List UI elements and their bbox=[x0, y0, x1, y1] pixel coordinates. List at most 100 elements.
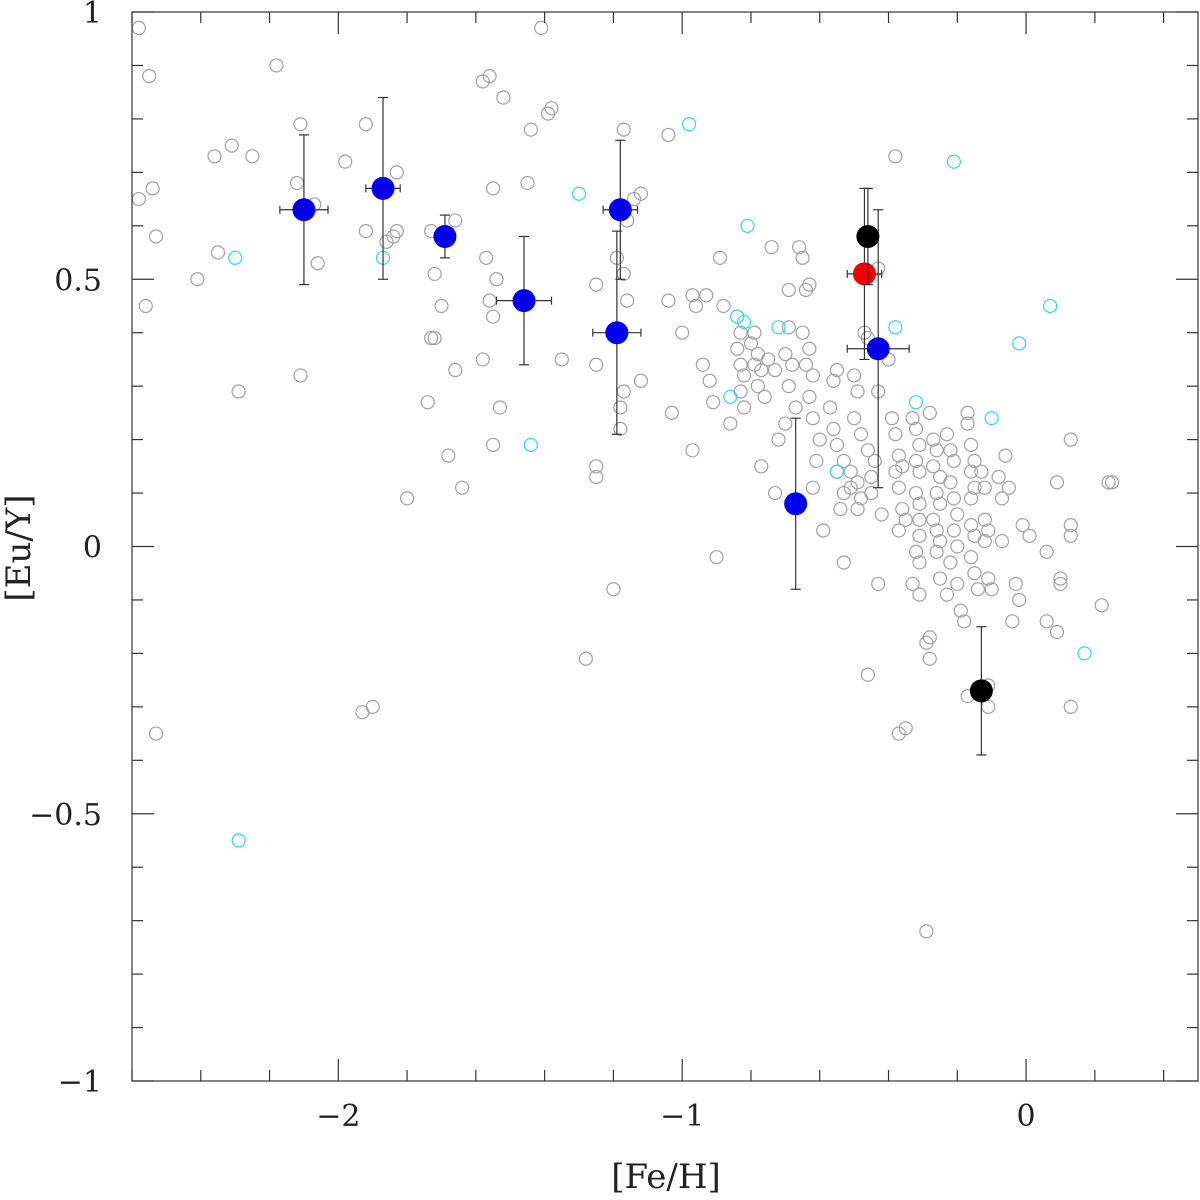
field-star-point bbox=[482, 69, 497, 84]
field-star-point bbox=[957, 614, 972, 629]
field-star-point bbox=[850, 384, 865, 399]
field-star-point bbox=[908, 544, 924, 559]
field-star-point bbox=[963, 464, 979, 479]
y-tick-label: −0.5 bbox=[29, 798, 102, 833]
field-star-point bbox=[960, 416, 975, 431]
field-star-point bbox=[228, 250, 243, 265]
field-star-point bbox=[523, 437, 538, 453]
field-star-point bbox=[496, 90, 511, 105]
field-star-point bbox=[589, 459, 604, 474]
field-star-point bbox=[613, 400, 628, 415]
field-star-point bbox=[932, 469, 948, 485]
field-star-point bbox=[891, 448, 906, 463]
field-star-point bbox=[750, 379, 765, 394]
field-star-point bbox=[836, 453, 851, 469]
field-star-point bbox=[589, 357, 604, 372]
field-star-point bbox=[912, 496, 927, 511]
field-star-point bbox=[847, 368, 862, 383]
field-star-point bbox=[888, 149, 903, 164]
field-star-point bbox=[788, 400, 803, 415]
field-star-point bbox=[358, 117, 373, 132]
field-star-point bbox=[950, 507, 965, 522]
field-star-point bbox=[455, 480, 470, 495]
field-star-point bbox=[781, 320, 796, 335]
field-star-point bbox=[723, 389, 738, 404]
field-star-point bbox=[905, 576, 920, 592]
field-star-point bbox=[1012, 592, 1027, 608]
field-star-point bbox=[874, 507, 889, 522]
highlight-star-point bbox=[856, 224, 880, 248]
field-star-point bbox=[950, 539, 965, 554]
field-star-point bbox=[685, 443, 700, 458]
field-star-point bbox=[946, 491, 961, 506]
field-star-point bbox=[571, 186, 587, 201]
field-star-point bbox=[833, 501, 848, 517]
highlight-star-point bbox=[852, 262, 876, 286]
y-tick-label: 1 bbox=[83, 0, 102, 31]
field-star-point bbox=[589, 277, 604, 292]
field-star-point bbox=[977, 512, 992, 527]
field-star-point bbox=[138, 298, 153, 314]
x-tick-label: 0 bbox=[1017, 1099, 1036, 1134]
field-star-point bbox=[399, 491, 415, 506]
field-star-point bbox=[1063, 528, 1078, 543]
field-star-point bbox=[554, 352, 569, 367]
field-star-point bbox=[781, 282, 796, 298]
field-star-point bbox=[939, 587, 955, 602]
field-star-point bbox=[891, 480, 906, 495]
field-star-point bbox=[829, 464, 845, 479]
field-star-point bbox=[620, 293, 635, 308]
field-star-point bbox=[723, 416, 738, 431]
field-star-point bbox=[867, 453, 882, 469]
field-star-point bbox=[485, 437, 501, 453]
field-star-point bbox=[802, 341, 817, 356]
field-star-point bbox=[633, 186, 649, 201]
highlight-star-point bbox=[433, 224, 457, 248]
field-star-point bbox=[771, 320, 786, 335]
field-star-point bbox=[1049, 624, 1065, 640]
field-star-point bbox=[891, 523, 906, 538]
field-star-point bbox=[912, 437, 927, 453]
highlight-star-point bbox=[969, 679, 993, 703]
field-star-point bbox=[386, 229, 401, 244]
field-star-point bbox=[224, 138, 239, 153]
field-star-point bbox=[1043, 298, 1058, 314]
field-star-point bbox=[427, 330, 442, 346]
field-star-point bbox=[884, 411, 900, 426]
field-star-point bbox=[245, 149, 260, 164]
field-star-point bbox=[740, 218, 755, 233]
field-star-point bbox=[981, 523, 996, 538]
field-star-point bbox=[1077, 646, 1092, 661]
field-star-point bbox=[523, 122, 538, 137]
field-star-point bbox=[1008, 576, 1023, 592]
field-star-point bbox=[998, 448, 1013, 463]
field-star-point bbox=[1001, 480, 1016, 495]
field-star-point bbox=[131, 191, 146, 207]
field-star-point bbox=[929, 443, 944, 458]
field-star-point bbox=[778, 346, 793, 362]
field-star-point bbox=[860, 667, 875, 682]
field-star-point bbox=[953, 603, 968, 618]
field-star-point bbox=[1063, 518, 1078, 533]
field-star-point bbox=[747, 325, 762, 340]
field-star-point bbox=[688, 298, 704, 314]
field-star-point bbox=[981, 699, 996, 714]
field-star-point bbox=[1053, 571, 1068, 586]
field-star-point bbox=[994, 491, 1010, 506]
field-star-point bbox=[616, 266, 631, 282]
field-star-point bbox=[1053, 576, 1068, 592]
field-star-point bbox=[929, 485, 944, 501]
highlight-star-point bbox=[371, 176, 395, 200]
field-star-point bbox=[145, 181, 160, 196]
field-star-point bbox=[485, 309, 501, 324]
axes: −2 −1 0 −1 −0.5 0 0.5 1 bbox=[29, 0, 1199, 1134]
field-star-point bbox=[898, 721, 913, 736]
field-star-point bbox=[148, 229, 164, 244]
field-star-point bbox=[850, 475, 865, 490]
field-star-point bbox=[946, 453, 961, 469]
field-star-point bbox=[826, 373, 841, 388]
field-star-point bbox=[929, 544, 944, 559]
field-star-point bbox=[661, 127, 676, 143]
field-star-point bbox=[606, 582, 621, 597]
field-star-point bbox=[967, 480, 982, 495]
